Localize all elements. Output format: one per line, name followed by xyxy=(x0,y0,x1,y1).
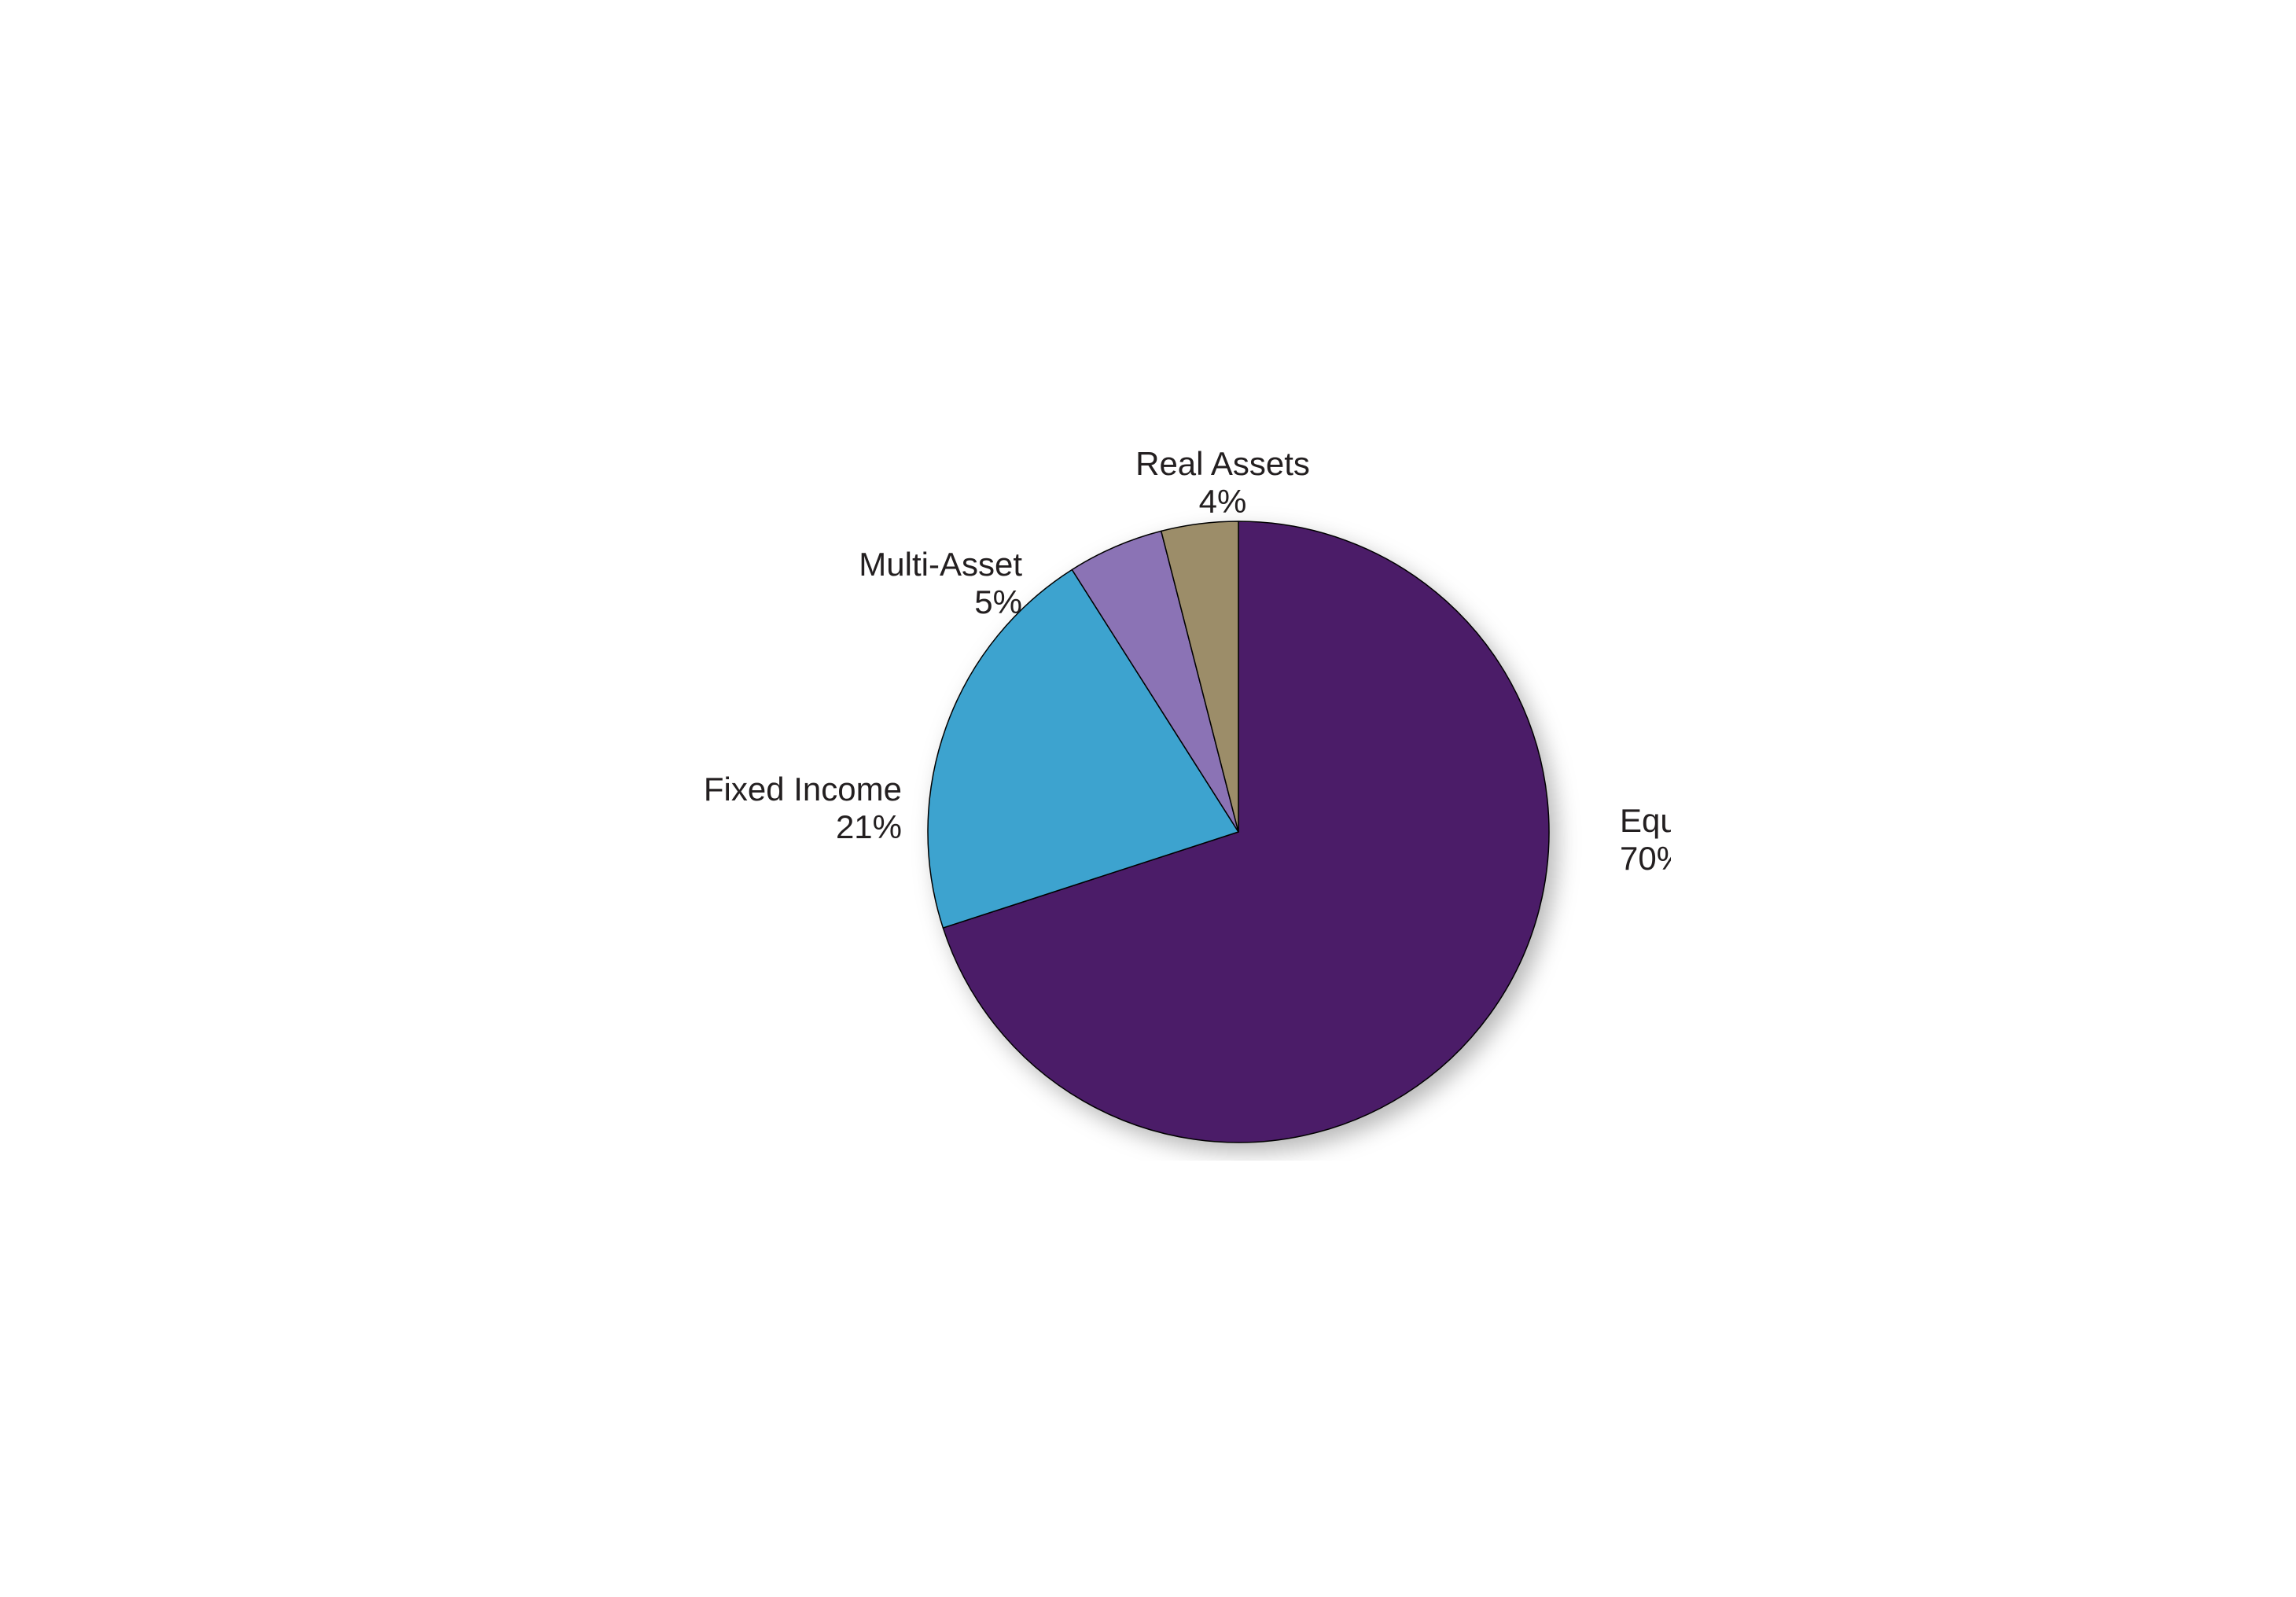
slice-label-name-fixed-income: Fixed Income xyxy=(704,771,902,808)
slice-label-percent-real-assets: 4% xyxy=(1199,483,1247,520)
slice-label-percent-multi-asset: 5% xyxy=(974,583,1022,620)
slice-label-name-real-assets: Real Assets xyxy=(1135,445,1310,482)
slice-label-name-equity: Equity xyxy=(1620,802,1671,839)
slice-label-name-multi-asset: Multi-Asset xyxy=(859,546,1022,583)
pie-chart: Equity70% Fixed Income21% Multi-Asset5% Rea… xyxy=(625,437,1671,1161)
slice-label-multi-asset: Multi-Asset5% xyxy=(859,546,1022,620)
slice-label-percent-equity: 70% xyxy=(1620,840,1671,877)
slice-label-equity: Equity70% xyxy=(1620,802,1671,877)
slice-label-fixed-income: Fixed Income21% xyxy=(704,771,902,845)
slice-label-percent-fixed-income: 21% xyxy=(836,808,902,845)
chart-container: Equity70% Fixed Income21% Multi-Asset5% Rea… xyxy=(0,0,2296,1597)
slice-label-real-assets: Real Assets4% xyxy=(1135,445,1310,520)
